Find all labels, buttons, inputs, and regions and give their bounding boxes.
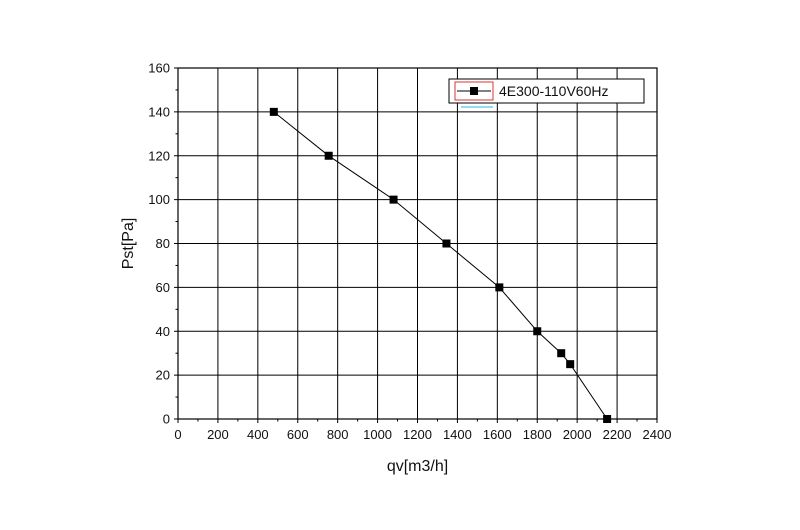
- x-tick-labels: 0 200 400 600 800 1000 1200 1400 1600 1800 2000 220…: [174, 427, 671, 442]
- x-tick-label: 2400: [643, 427, 672, 442]
- series-line: [273, 111, 608, 420]
- data-point: [533, 327, 542, 336]
- tick-marks: [174, 67, 658, 423]
- legend-box: [448, 78, 645, 104]
- x-tick-label: 2000: [563, 427, 592, 442]
- x-tick-label: 200: [207, 427, 229, 442]
- y-tick-labels: 0 20 40 60 80 100 120 140 160: [148, 61, 170, 427]
- legend-highlight: [454, 81, 494, 101]
- legend-marker: [470, 87, 478, 95]
- x-tick-label: 1800: [523, 427, 552, 442]
- x-tick-label: 2200: [603, 427, 632, 442]
- x-tick-label: 0: [174, 427, 181, 442]
- y-tick-label: 140: [148, 104, 170, 119]
- y-tick-label: 80: [156, 236, 170, 251]
- legend: 4E300-110V60Hz: [448, 78, 645, 108]
- legend-label: 4E300-110V60Hz: [499, 83, 608, 99]
- data-point: [442, 239, 451, 248]
- x-tick-label: 1000: [363, 427, 392, 442]
- data-point: [566, 360, 575, 369]
- data-point: [389, 195, 398, 204]
- series-group: [269, 107, 612, 423]
- y-tick-label: 60: [156, 280, 170, 295]
- x-tick-label: 1400: [443, 427, 472, 442]
- x-tick-label: 600: [287, 427, 309, 442]
- x-axis-title: qv[m3/h]: [387, 458, 448, 475]
- y-tick-label: 100: [148, 192, 170, 207]
- y-tick-label: 20: [156, 368, 170, 383]
- y-tick-label: 120: [148, 148, 170, 163]
- x-tick-label: 1600: [483, 427, 512, 442]
- y-tick-label: 0: [163, 412, 170, 427]
- y-tick-label: 160: [148, 61, 170, 76]
- data-point: [557, 349, 566, 358]
- grid-lines: [178, 68, 657, 419]
- data-point: [269, 107, 278, 116]
- x-tick-label: 400: [247, 427, 269, 442]
- y-tick-label: 40: [156, 324, 170, 339]
- y-axis-title: Pst[Pa]: [120, 218, 137, 270]
- x-tick-label: 800: [327, 427, 349, 442]
- data-point: [324, 151, 333, 160]
- data-point: [495, 283, 504, 292]
- x-tick-label: 1200: [403, 427, 432, 442]
